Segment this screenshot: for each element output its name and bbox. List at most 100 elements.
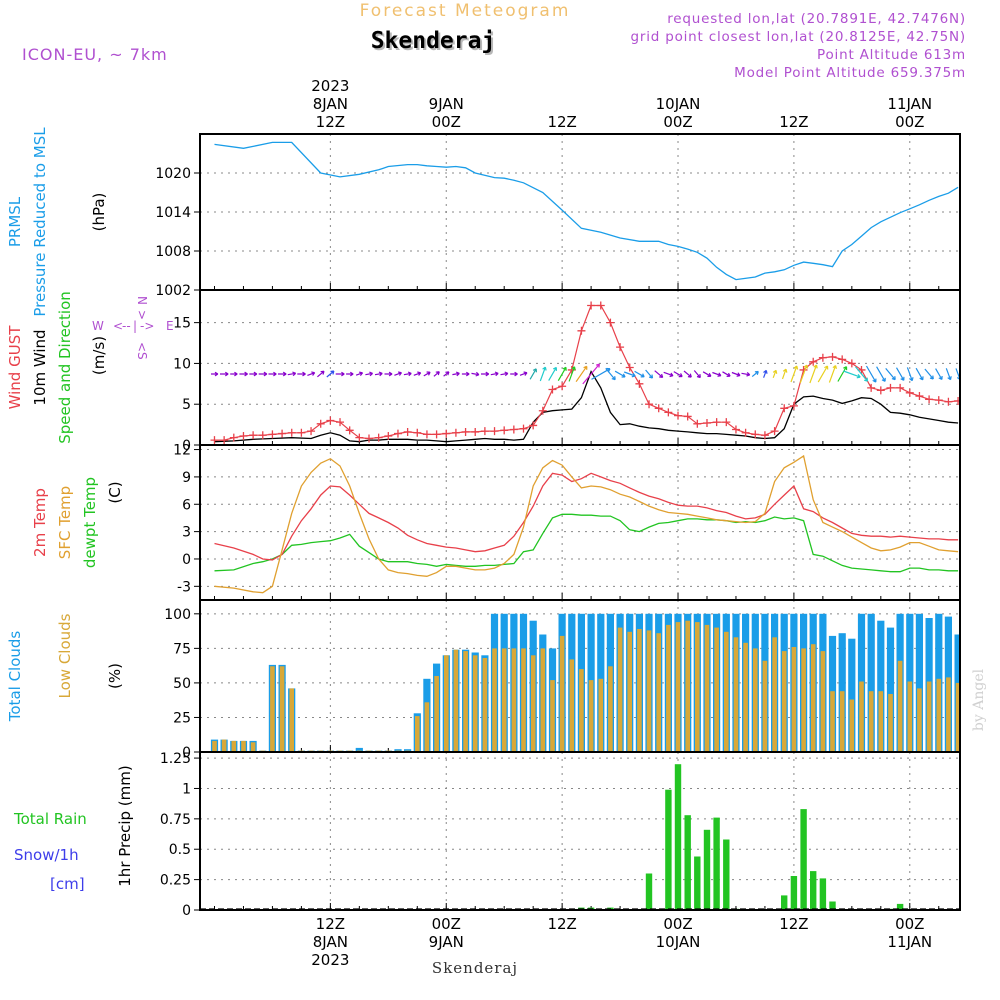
- gust-marker: [229, 433, 238, 442]
- low-cloud-bar: [231, 740, 237, 752]
- compass-center: |: [133, 319, 137, 333]
- low-cloud-bar: [279, 666, 285, 752]
- low-cloud-bar: [704, 624, 710, 752]
- wind-arrow: [799, 364, 809, 384]
- precip-snow-label: Snow/1h: [14, 846, 79, 864]
- wind-arrow: [781, 368, 788, 380]
- model-altitude: Model Point Altitude 659.375m: [734, 65, 966, 81]
- low-cloud-bar: [501, 648, 507, 752]
- rain-bar: [703, 829, 711, 910]
- top-time-label: 10JAN: [656, 95, 701, 113]
- low-cloud-bar: [791, 647, 797, 752]
- low-cloud-bar: [868, 691, 874, 752]
- rain-bar: [665, 789, 672, 910]
- gust-marker: [258, 431, 267, 440]
- low-cloud-bar: [897, 660, 903, 752]
- y-tick-label: 0.25: [160, 873, 191, 889]
- gust-marker: [896, 383, 905, 392]
- wind-arrow: [645, 369, 654, 379]
- precip-frame: [199, 751, 961, 911]
- compass-east-arrow: ->: [140, 319, 154, 333]
- gust-marker: [751, 430, 760, 439]
- wind-arrow: [623, 371, 636, 378]
- location-title-shadow: Skenderaj: [373, 30, 498, 56]
- wind-arrow: [575, 365, 588, 383]
- wind-arrow: [258, 371, 268, 377]
- wind-arrow: [605, 368, 616, 381]
- bottom-time-label: 12Z: [547, 915, 576, 933]
- bottom-time-label: 12Z: [779, 915, 808, 933]
- gust-marker: [268, 430, 277, 439]
- y-tick-label: 0.75: [160, 812, 191, 828]
- y-tick-label: 3: [182, 525, 191, 541]
- gust-marker: [645, 400, 654, 409]
- low-cloud-bar: [859, 681, 864, 752]
- wind-arrow: [614, 370, 626, 378]
- gust-marker: [384, 432, 393, 441]
- wind-arrow: [423, 371, 431, 377]
- rain-bar: [694, 856, 701, 910]
- gust-marker: [722, 418, 731, 427]
- temp-ylabel-dew: dewpt Temp: [81, 477, 99, 568]
- wind-arrow: [809, 364, 818, 384]
- wind-arrow: [519, 371, 528, 376]
- low-cloud-bar: [936, 678, 942, 752]
- rain-bar: [713, 817, 720, 910]
- rain-bar: [819, 878, 827, 910]
- panel-content: [214, 141, 959, 281]
- wind-arrow: [763, 369, 768, 378]
- gust-marker: [442, 429, 451, 438]
- precip-cm-label: [cm]: [50, 875, 85, 893]
- wind-arrow: [510, 371, 518, 377]
- gust-marker: [461, 427, 470, 436]
- low-cloud-bar: [424, 702, 430, 752]
- low-cloud-bar: [762, 660, 768, 752]
- y-tick-label: 15: [173, 316, 191, 332]
- low-cloud-bar: [917, 688, 922, 752]
- bottom-time-label: 00Z: [663, 915, 692, 933]
- gust-marker: [654, 404, 663, 413]
- wind-arrow: [843, 370, 861, 379]
- bottom-time-label: 9JAN: [429, 933, 464, 951]
- wind-arrow: [211, 371, 219, 377]
- gust-marker: [451, 428, 460, 437]
- gust-marker: [577, 326, 586, 335]
- rain-bar: [810, 871, 817, 910]
- rain-bar: [829, 901, 836, 910]
- gust-marker: [876, 386, 885, 395]
- low-cloud-bar: [463, 651, 468, 752]
- y-tick-label: 12: [173, 443, 191, 459]
- bottom-time-label: 11JAN: [887, 933, 932, 951]
- low-cloud-bar: [559, 635, 565, 752]
- low-cloud-bar: [646, 630, 652, 752]
- wind-arrow: [837, 366, 848, 382]
- wind-arrow: [481, 371, 490, 377]
- wind-arrow: [384, 371, 393, 377]
- top-time-label: 12Z: [316, 113, 345, 131]
- gust-marker: [480, 427, 489, 436]
- model-name: ICON-EU, ~ 7km: [22, 45, 168, 64]
- gust-marker: [818, 353, 827, 362]
- panel-2: -3 0 3 6 9 12: [173, 443, 960, 600]
- wind-arrow: [722, 371, 731, 377]
- wind-arrow: [885, 368, 896, 381]
- y-tick-label: 5: [182, 397, 191, 413]
- wind-arrow: [287, 371, 297, 377]
- low-cloud-bar: [579, 669, 584, 752]
- wind-arrow: [413, 371, 422, 376]
- gust-marker: [210, 436, 219, 445]
- low-cloud-bar: [221, 739, 227, 752]
- grid-point-coords: grid point closest lon,lat (20.8125E, 42…: [630, 29, 966, 45]
- low-cloud-bar: [540, 648, 546, 752]
- y-tick-label: 0.5: [169, 842, 191, 858]
- wind-arrow: [673, 371, 683, 378]
- gust-marker: [355, 433, 364, 442]
- wind-arrow: [249, 371, 258, 377]
- low-cloud-bar: [772, 637, 777, 752]
- bottom-time-label: 2023: [311, 951, 349, 969]
- rain-bar: [790, 876, 798, 910]
- cloud-ylabel-total: Total Clouds: [6, 631, 24, 723]
- gust-marker: [364, 434, 373, 443]
- panel-1: 0 5 10 15: [173, 290, 960, 454]
- gust-marker: [683, 412, 692, 421]
